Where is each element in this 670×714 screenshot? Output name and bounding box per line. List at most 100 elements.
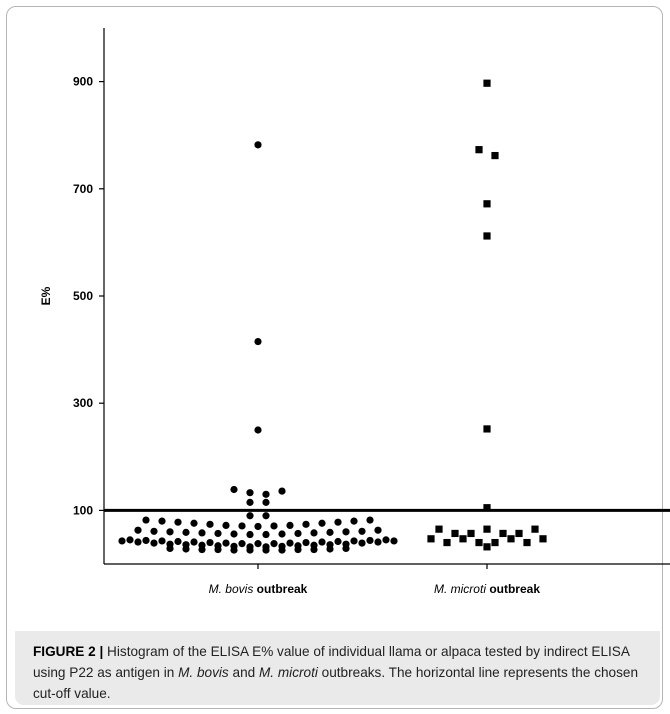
data-point-circle xyxy=(214,529,222,538)
data-point-circle xyxy=(350,517,358,525)
data-point-circle xyxy=(278,530,286,538)
caption-segment: and xyxy=(228,665,259,680)
data-point-circle xyxy=(158,537,166,545)
y-tick-label: 100 xyxy=(73,503,93,517)
data-point-circle xyxy=(350,537,358,545)
data-point-circle xyxy=(302,538,310,547)
data-point-circle xyxy=(166,544,174,553)
y-tick-label: 300 xyxy=(73,396,93,410)
data-point-circle xyxy=(230,530,238,538)
data-point-circle xyxy=(238,522,246,530)
data-point-circle xyxy=(278,546,286,554)
data-point-square xyxy=(475,146,483,154)
data-point-circle xyxy=(246,512,254,520)
data-point-circle xyxy=(294,529,302,538)
y-axis-label: E% xyxy=(39,286,53,305)
caption-segment: M. microti xyxy=(258,665,318,680)
data-point-circle xyxy=(166,528,174,536)
data-point-circle xyxy=(286,521,294,530)
data-point-square xyxy=(451,529,459,538)
data-point-square xyxy=(435,525,443,533)
data-point-square xyxy=(507,535,515,543)
x-tick-label: M. microti outbreak xyxy=(434,582,540,596)
data-point-circle xyxy=(254,426,262,434)
data-point-square xyxy=(483,79,491,87)
data-point-circle xyxy=(254,540,262,548)
data-point-circle xyxy=(374,538,382,546)
data-point-circle xyxy=(366,536,374,545)
data-point-circle xyxy=(174,518,182,526)
data-point-circle xyxy=(142,516,150,524)
data-point-circle xyxy=(182,528,190,536)
scatter-chart: 100 300 500 700 900 M. bovis outbreak M. micro… xyxy=(39,28,670,596)
y-tick-label: 500 xyxy=(73,289,93,303)
data-point-circle xyxy=(254,522,262,531)
data-point-circle xyxy=(342,528,350,536)
data-point-square xyxy=(459,535,467,543)
data-point-circle xyxy=(334,537,342,546)
y-tick-label: 900 xyxy=(73,75,93,89)
data-point-circle xyxy=(326,528,334,536)
data-point-square xyxy=(483,232,491,240)
data-point-square xyxy=(443,538,451,547)
data-point-circle xyxy=(206,538,214,547)
data-point-circle xyxy=(358,539,366,547)
data-point-circle xyxy=(374,526,382,534)
data-point-circle xyxy=(134,538,142,546)
data-point-square xyxy=(467,529,475,538)
data-point-circle xyxy=(246,530,254,539)
data-point-circle xyxy=(310,545,318,554)
data-point-circle xyxy=(270,540,278,548)
data-point-square xyxy=(483,425,491,433)
data-point-circle xyxy=(198,545,206,554)
data-point-circle xyxy=(318,519,326,527)
data-point-circle xyxy=(382,536,390,544)
caption-segment: outbreaks. The horizontal line represent… xyxy=(33,665,639,701)
data-point-square xyxy=(483,525,491,533)
data-point-circle xyxy=(238,540,246,548)
caption-text: FIGURE 2 | Histogram of the ELISA E% val… xyxy=(15,631,660,704)
data-point-square xyxy=(483,543,491,551)
data-point-circle xyxy=(126,536,134,544)
caption-label: FIGURE 2 | xyxy=(33,644,104,659)
data-point-square xyxy=(531,525,539,533)
data-point-square xyxy=(523,538,531,547)
data-point-circle xyxy=(174,537,182,546)
data-point-circle xyxy=(190,519,198,527)
data-point-circle xyxy=(270,522,278,530)
caption-segment: M. bovis xyxy=(178,665,229,680)
data-point-circle xyxy=(150,527,158,535)
data-point-circle xyxy=(182,545,190,553)
data-point-circle xyxy=(366,516,374,524)
figure-frame xyxy=(6,6,663,709)
data-point-circle xyxy=(246,546,254,554)
data-point-circle xyxy=(302,520,310,528)
x-tick-label: M. bovis outbreak xyxy=(209,582,308,596)
data-point-circle xyxy=(294,545,302,554)
data-point-circle xyxy=(134,526,142,534)
data-point-square xyxy=(483,200,491,208)
data-point-circle xyxy=(158,517,166,525)
data-point-circle xyxy=(214,545,222,554)
data-point-circle xyxy=(342,544,350,553)
data-point-circle xyxy=(262,490,270,498)
data-point-circle xyxy=(262,530,270,539)
data-point-circle xyxy=(358,527,366,535)
data-point-square xyxy=(483,504,491,512)
data-point-circle xyxy=(206,520,214,528)
figure-caption: FIGURE 2 | Histogram of the ELISA E% val… xyxy=(15,631,660,705)
data-point-circle xyxy=(246,489,254,497)
y-tick-label: 700 xyxy=(73,182,93,196)
data-point-circle xyxy=(246,498,254,506)
data-point-circle xyxy=(262,512,270,520)
data-point-circle xyxy=(222,539,230,547)
data-point-circle xyxy=(230,485,238,494)
data-point-circle xyxy=(390,537,398,545)
caption-segment: Histogram of the ELISA E% value of indiv… xyxy=(33,644,630,680)
data-point-circle xyxy=(118,537,126,545)
data-point-square xyxy=(491,151,499,160)
data-point-circle xyxy=(222,521,230,530)
data-point-circle xyxy=(278,487,286,495)
data-point-circle xyxy=(142,536,150,545)
data-point-circle xyxy=(262,498,270,506)
